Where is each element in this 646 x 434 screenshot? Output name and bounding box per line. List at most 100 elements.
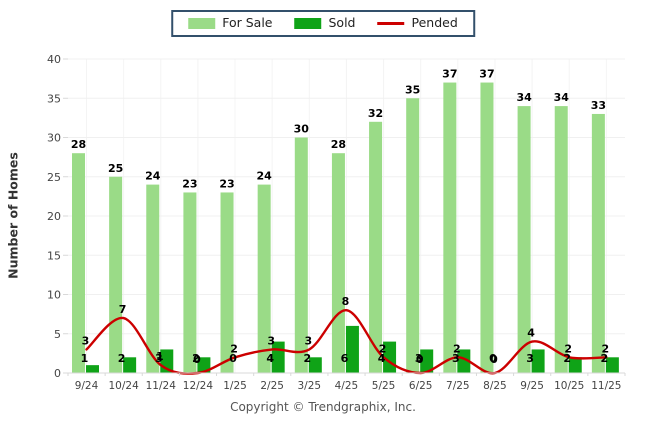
pended-value-label: 3 bbox=[304, 334, 312, 347]
pended-value-label: 2 bbox=[379, 342, 387, 355]
for-sale-bar bbox=[294, 137, 308, 373]
y-axis-tick-label: 15 bbox=[47, 249, 61, 262]
for-sale-bar bbox=[554, 106, 568, 373]
pended-value-label: 8 bbox=[342, 295, 350, 308]
pended-value-label: 2 bbox=[230, 342, 238, 355]
x-axis-tick-label: 9/25 bbox=[520, 380, 544, 392]
legend-label-for-sale: For Sale bbox=[222, 15, 273, 31]
for-sale-value-label: 30 bbox=[294, 123, 310, 136]
y-axis-title: Number of Homes bbox=[5, 152, 21, 279]
for-sale-bar bbox=[331, 153, 345, 373]
sold-bar bbox=[86, 365, 99, 373]
copyright-text: Copyright © Trendgraphix, Inc. bbox=[230, 400, 416, 414]
sold-value-label: 4 bbox=[378, 352, 386, 365]
pended-value-label: 2 bbox=[564, 342, 572, 355]
x-axis-tick-label: 6/25 bbox=[409, 380, 433, 392]
for-sale-swatch-icon bbox=[188, 18, 216, 29]
sold-value-label: 4 bbox=[266, 352, 274, 365]
x-axis-tick-label: 2/25 bbox=[260, 380, 284, 392]
x-axis-tick-label: 9/24 bbox=[75, 380, 99, 392]
y-axis-tick-label: 25 bbox=[47, 171, 61, 184]
for-sale-value-label: 33 bbox=[591, 99, 606, 112]
for-sale-value-label: 35 bbox=[405, 83, 420, 96]
pended-value-label: 0 bbox=[193, 353, 201, 366]
for-sale-value-label: 34 bbox=[516, 91, 532, 104]
for-sale-value-label: 24 bbox=[257, 170, 273, 183]
sold-value-label: 0 bbox=[229, 352, 237, 365]
x-axis-tick-label: 11/24 bbox=[146, 380, 177, 392]
x-axis-tick-label: 10/25 bbox=[554, 380, 584, 392]
sold-bar bbox=[531, 349, 545, 373]
for-sale-value-label: 37 bbox=[442, 68, 457, 81]
for-sale-bar bbox=[443, 82, 457, 374]
for-sale-bar bbox=[72, 153, 85, 373]
pended-value-label: 1 bbox=[156, 350, 164, 363]
sold-bar bbox=[457, 349, 471, 373]
for-sale-bar bbox=[480, 82, 494, 374]
pended-value-label: 4 bbox=[527, 327, 535, 340]
legend-label-sold: Sold bbox=[328, 15, 356, 31]
legend-item-for-sale: For Sale bbox=[188, 15, 273, 31]
legend-label-pended: Pended bbox=[411, 15, 458, 31]
for-sale-value-label: 32 bbox=[368, 107, 383, 120]
sold-value-label: 2 bbox=[192, 352, 200, 365]
y-axis-tick-label: 0 bbox=[54, 367, 61, 380]
for-sale-bar bbox=[183, 192, 197, 373]
for-sale-bar bbox=[257, 184, 271, 373]
pended-value-label: 3 bbox=[82, 334, 90, 347]
sold-bar bbox=[605, 357, 619, 373]
for-sale-value-label: 23 bbox=[219, 177, 234, 190]
x-axis-tick-label: 3/25 bbox=[298, 380, 322, 392]
for-sale-bar bbox=[109, 176, 123, 373]
y-axis-tick-label: 30 bbox=[47, 132, 61, 145]
sold-value-label: 2 bbox=[563, 352, 571, 365]
pended-line-swatch-icon bbox=[377, 22, 405, 25]
sold-bar bbox=[568, 357, 582, 373]
sold-bar bbox=[123, 357, 137, 373]
legend-item-pended: Pended bbox=[377, 15, 458, 31]
pended-value-label: 3 bbox=[267, 334, 275, 347]
sold-value-label: 3 bbox=[415, 352, 423, 365]
for-sale-value-label: 24 bbox=[145, 170, 161, 183]
legend: For Sale Sold Pended bbox=[171, 10, 475, 37]
x-axis-tick-label: 11/25 bbox=[591, 380, 621, 392]
sold-swatch-icon bbox=[294, 18, 322, 29]
pended-value-label: 2 bbox=[602, 342, 610, 355]
sold-value-label: 6 bbox=[341, 352, 349, 365]
sold-value-label: 2 bbox=[303, 352, 311, 365]
sold-bar bbox=[308, 357, 322, 373]
for-sale-value-label: 28 bbox=[71, 138, 86, 151]
y-axis-tick-label: 35 bbox=[47, 92, 61, 105]
x-axis-tick-label: 4/25 bbox=[335, 380, 359, 392]
for-sale-bar bbox=[517, 106, 531, 373]
x-axis-tick-label: 10/24 bbox=[109, 380, 140, 392]
y-axis-tick-label: 40 bbox=[47, 53, 61, 66]
y-axis-tick-label: 20 bbox=[47, 210, 61, 223]
for-sale-bar bbox=[220, 192, 234, 373]
for-sale-value-label: 34 bbox=[554, 91, 570, 104]
sold-value-label: 2 bbox=[601, 352, 609, 365]
for-sale-value-label: 23 bbox=[182, 177, 197, 190]
pended-value-label: 7 bbox=[119, 303, 127, 316]
for-sale-value-label: 25 bbox=[108, 162, 123, 175]
x-axis-tick-label: 5/25 bbox=[372, 380, 396, 392]
for-sale-bar bbox=[146, 184, 160, 373]
for-sale-bar bbox=[591, 113, 605, 373]
x-axis-tick-label: 1/25 bbox=[223, 380, 247, 392]
legend-item-sold: Sold bbox=[294, 15, 356, 31]
for-sale-bar bbox=[406, 98, 420, 373]
sold-value-label: 2 bbox=[118, 352, 126, 365]
sold-value-label: 0 bbox=[489, 352, 497, 365]
sold-value-label: 3 bbox=[452, 352, 460, 365]
sold-bar bbox=[197, 357, 211, 373]
for-sale-bar bbox=[369, 121, 383, 373]
pended-value-label: 0 bbox=[416, 353, 424, 366]
pended-value-label: 2 bbox=[453, 342, 461, 355]
y-axis-tick-label: 10 bbox=[47, 289, 61, 302]
y-axis-tick-label: 5 bbox=[54, 328, 61, 341]
for-sale-value-label: 28 bbox=[331, 138, 346, 151]
pended-line bbox=[85, 309, 608, 375]
x-axis-tick-label: 7/25 bbox=[446, 380, 470, 392]
sold-value-label: 1 bbox=[81, 352, 89, 365]
